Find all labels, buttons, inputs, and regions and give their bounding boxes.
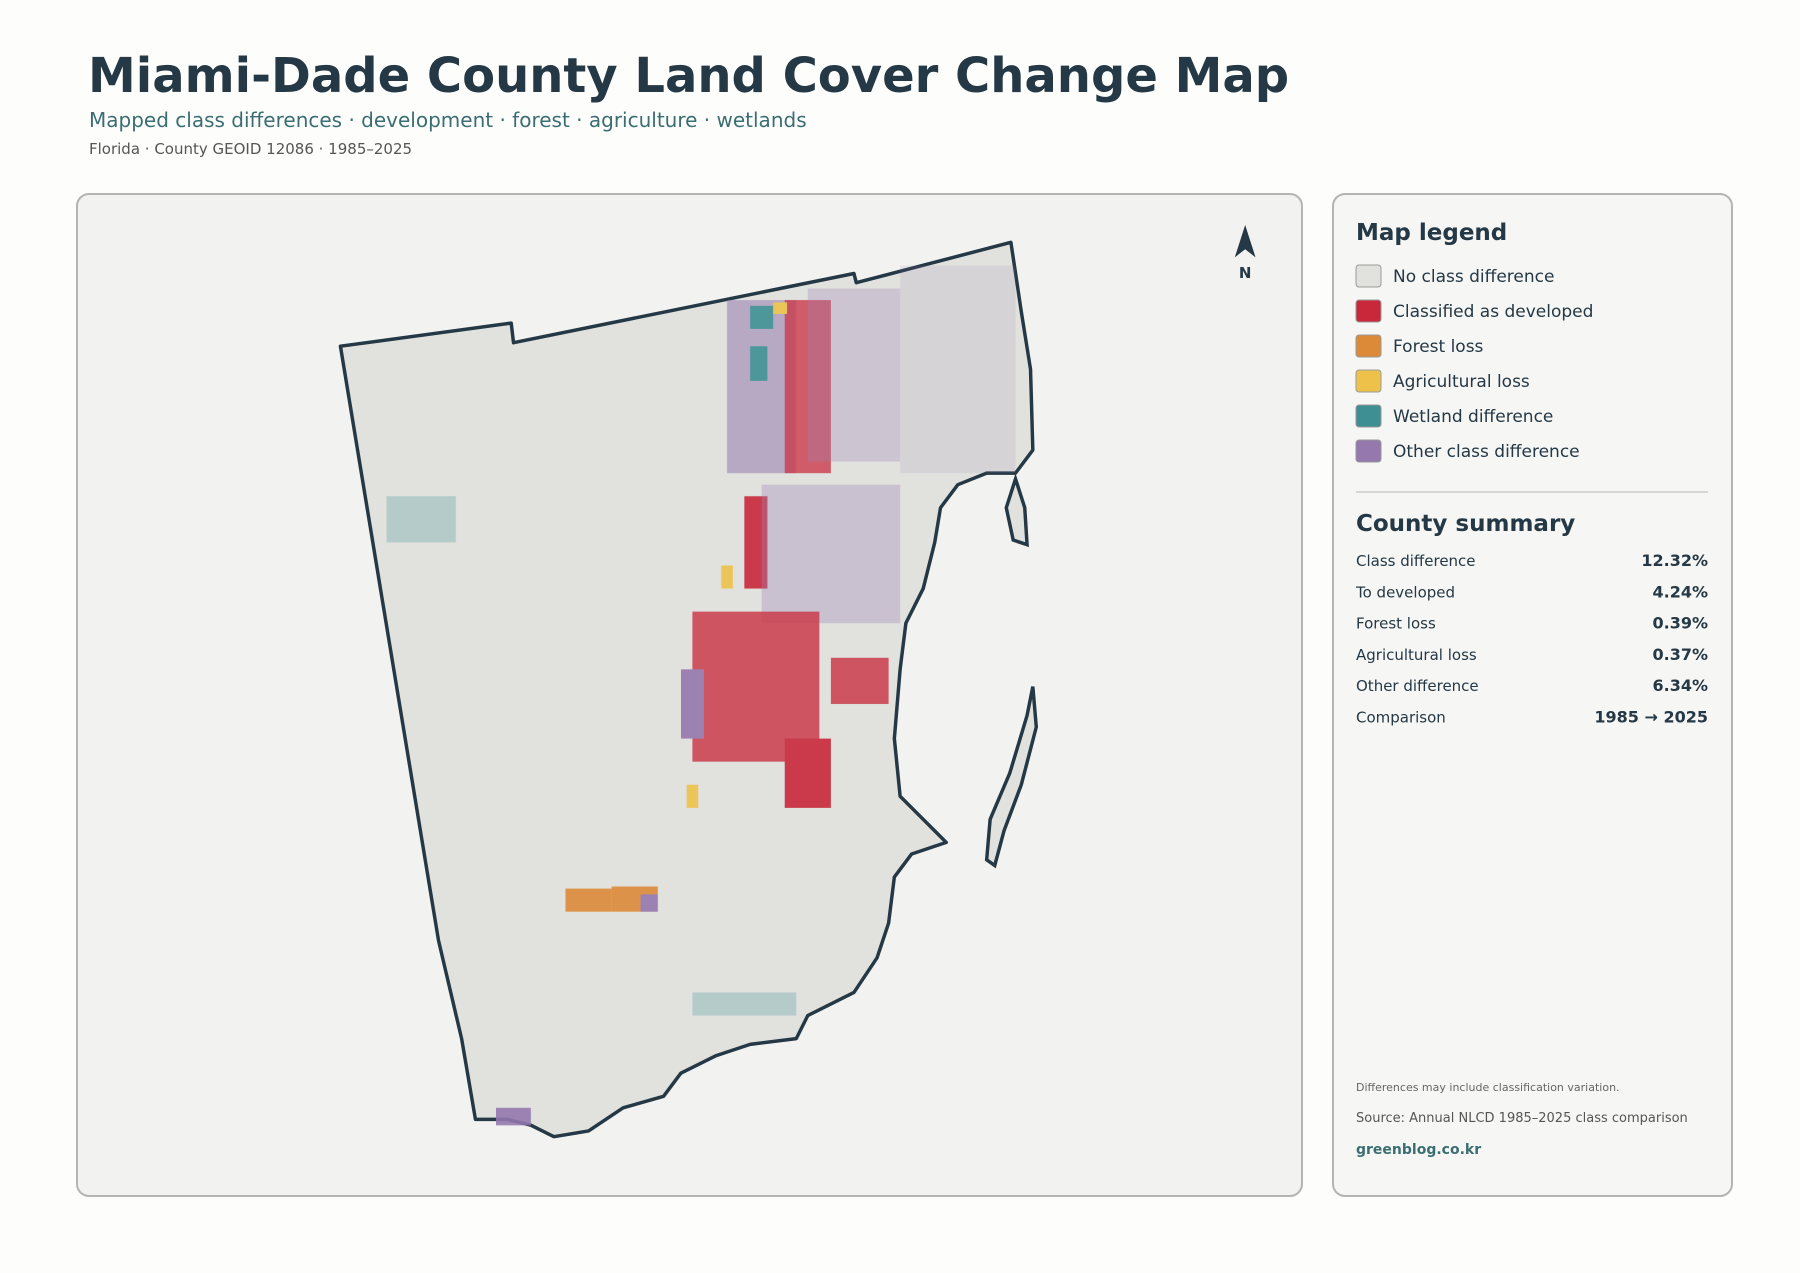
legend-swatch [1355,264,1382,288]
summary-label: Agricultural loss [1356,646,1477,664]
summary-label: Comparison [1356,709,1446,727]
north-arrow [1234,225,1256,258]
legend-label: Agricultural loss [1393,372,1530,392]
sidebar [1332,193,1733,1197]
summary-label: Class difference [1356,552,1476,570]
change-patches [386,265,1016,1126]
summary-label: Other difference [1356,677,1479,695]
title: Miami-Dade County Land Cover Change Map [88,48,1289,104]
legend-swatch [1355,334,1382,358]
legend-label: No class difference [1393,267,1554,287]
legend-title: Map legend [1356,220,1507,246]
legend-label: Wetland difference [1393,407,1553,427]
summary-value: 12.32% [1641,551,1708,570]
summary-value: 1985 → 2025 [1594,708,1708,727]
map: N [338,225,1256,1139]
footer-note: Differences may include classification v… [1356,1081,1620,1094]
meta: Florida · County GEOID 12086 · 1985–2025 [89,140,412,158]
summary-value: 4.24% [1652,582,1708,601]
summary-value: 0.37% [1652,645,1708,664]
legend: No class difference Classified as develop… [1355,264,1593,463]
north-label: N [1239,264,1252,282]
subtitle: Mapped class differences · development ·… [89,108,807,132]
summary-value: 0.39% [1652,614,1708,633]
summary-label: Forest loss [1356,615,1436,633]
footer-site: greenblog.co.kr [1356,1142,1481,1158]
legend-swatch [1355,369,1382,393]
legend-swatch [1355,439,1382,463]
legend-swatch [1355,404,1382,428]
footer-source: Source: Annual NLCD 1985–2025 class comp… [1356,1111,1688,1126]
legend-label: Classified as developed [1393,302,1593,322]
legend-swatch [1355,299,1382,323]
summary: Class difference 12.32% To developed 4.24% F… [1355,551,1708,727]
summary-label: To developed [1355,583,1455,601]
key-island [984,686,1039,869]
summary-value: 6.34% [1652,676,1708,695]
key-island [1004,473,1029,548]
legend-label: Other class difference [1393,442,1580,462]
legend-label: Forest loss [1393,337,1484,357]
summary-title: County summary [1356,511,1575,537]
